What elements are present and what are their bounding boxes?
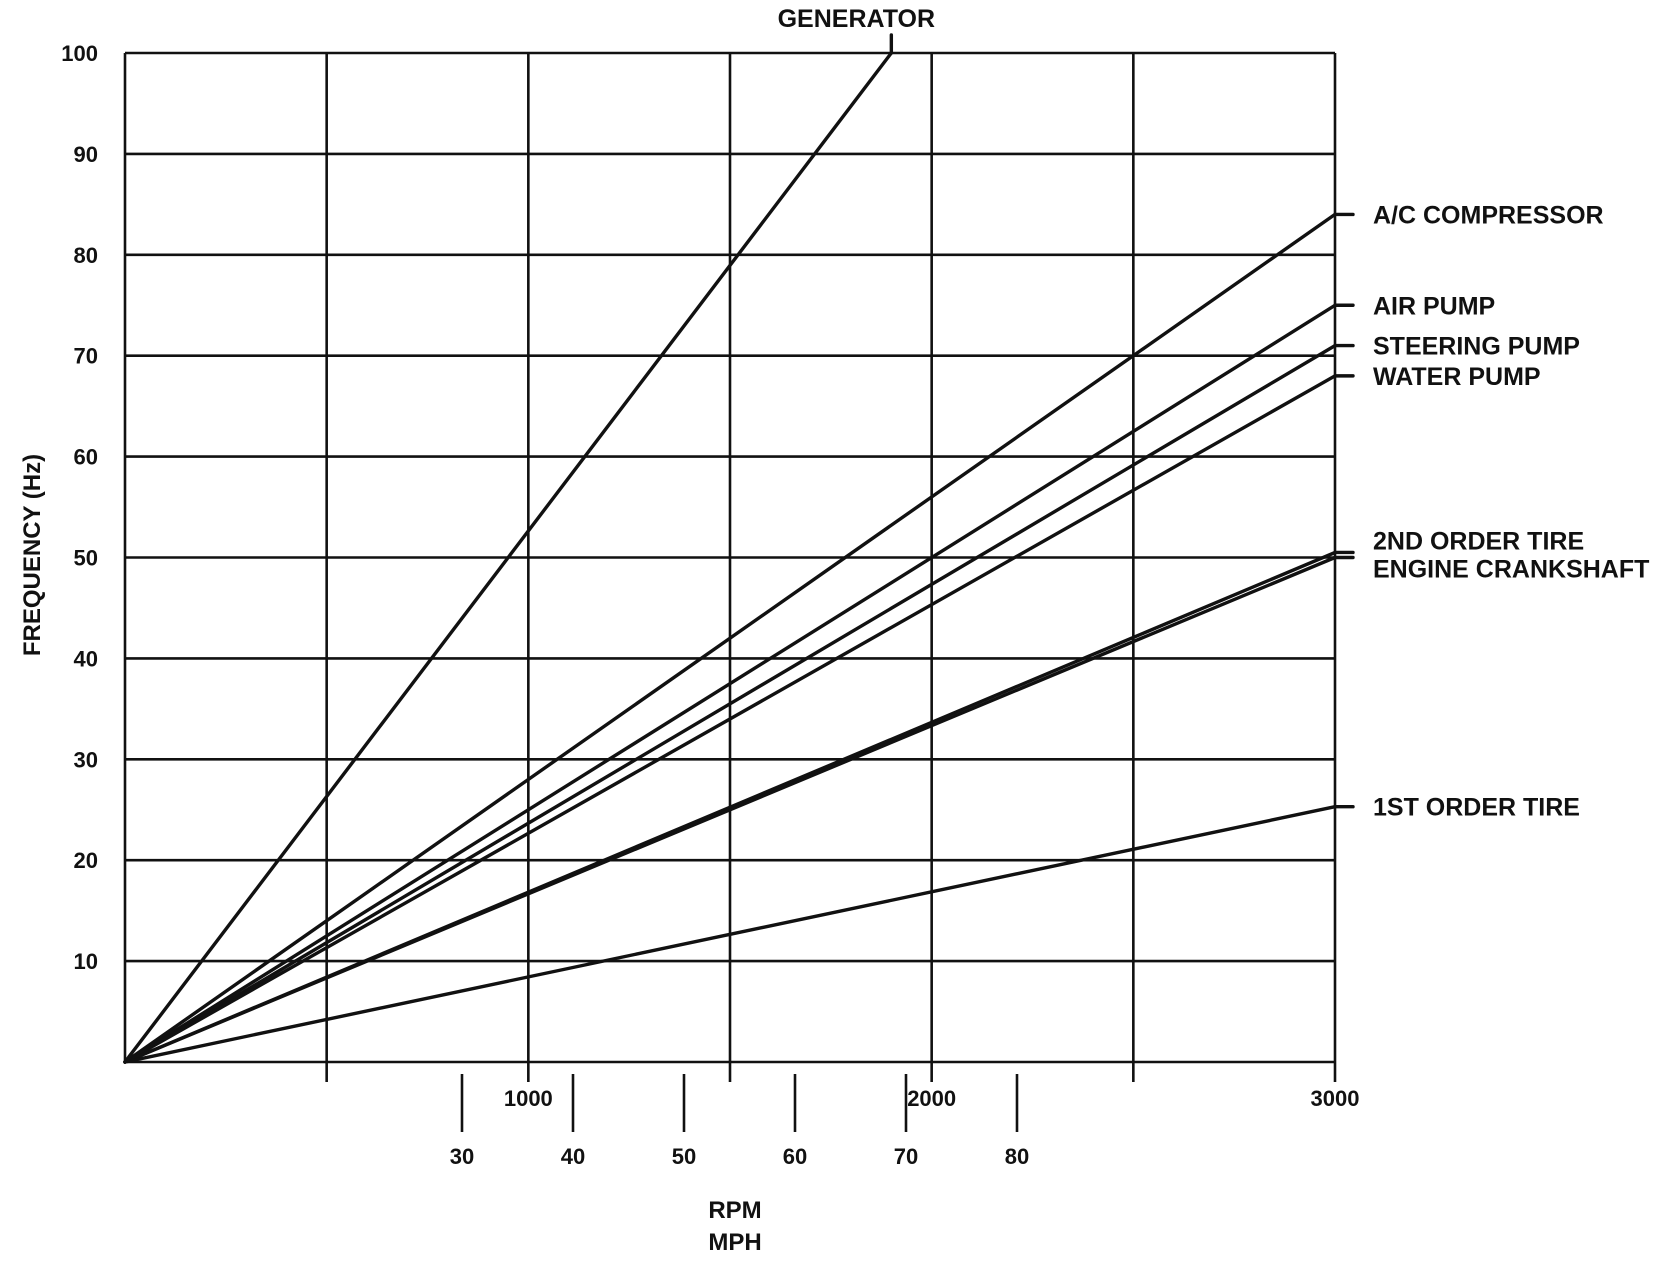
mph-tick-label: 60 — [783, 1144, 807, 1169]
x-axis-title-rpm: RPM — [708, 1197, 761, 1224]
series-line — [123, 343, 1337, 1064]
rpm-tick-label: 3000 — [1311, 1086, 1360, 1111]
y-tick-label: 10 — [74, 949, 98, 974]
mph-tick-label: 40 — [561, 1144, 585, 1169]
series-label: AIR PUMP — [1373, 292, 1495, 320]
y-axis-title: FREQUENCY (Hz) — [19, 454, 46, 656]
y-tick-labels: 10 20 30 40 50 60 70 80 90 100 — [61, 41, 98, 974]
y-tick-label: 50 — [74, 546, 98, 571]
x-tick-labels: 1000 2000 3000 30 40 50 60 70 80 — [450, 1086, 1360, 1169]
series-line — [123, 805, 1337, 1064]
series-line — [123, 212, 1337, 1064]
y-tick-label: 20 — [74, 848, 98, 873]
series-label: 2ND ORDER TIRE — [1373, 527, 1584, 555]
rpm-tick-label: 1000 — [504, 1086, 553, 1111]
series-labels: GENERATOR A/C COMPRESSOR AIR PUMP STEERING … — [778, 5, 1650, 822]
mph-tick-label: 70 — [894, 1144, 918, 1169]
y-tick-label: 90 — [74, 142, 98, 167]
y-tick-label: 40 — [74, 646, 98, 671]
y-tick-label: 30 — [74, 747, 98, 772]
series-label: 1ST ORDER TIRE — [1373, 794, 1580, 822]
series-label: A/C COMPRESSOR — [1373, 201, 1604, 229]
y-tick-label: 80 — [74, 243, 98, 268]
rpm-tick-label: 2000 — [907, 1086, 956, 1111]
mph-tick-label: 30 — [450, 1144, 474, 1169]
mph-tick-label: 80 — [1005, 1144, 1029, 1169]
x-axis-title-mph: MPH — [708, 1229, 761, 1256]
series-label: GENERATOR — [778, 5, 935, 33]
series-line — [123, 555, 1337, 1064]
y-tick-label: 100 — [61, 41, 98, 66]
series-label: ENGINE CRANKSHAFT — [1373, 556, 1649, 584]
series-lines — [123, 51, 1337, 1064]
series-label: STEERING PUMP — [1373, 333, 1580, 361]
y-tick-label: 60 — [74, 445, 98, 470]
y-tick-label: 70 — [74, 344, 98, 369]
series-line — [123, 374, 1337, 1064]
grid — [123, 51, 1337, 1132]
mph-tick-label: 50 — [672, 1144, 696, 1169]
series-label: WATER PUMP — [1373, 363, 1541, 391]
series-line — [123, 51, 893, 1064]
series-line — [123, 303, 1337, 1064]
